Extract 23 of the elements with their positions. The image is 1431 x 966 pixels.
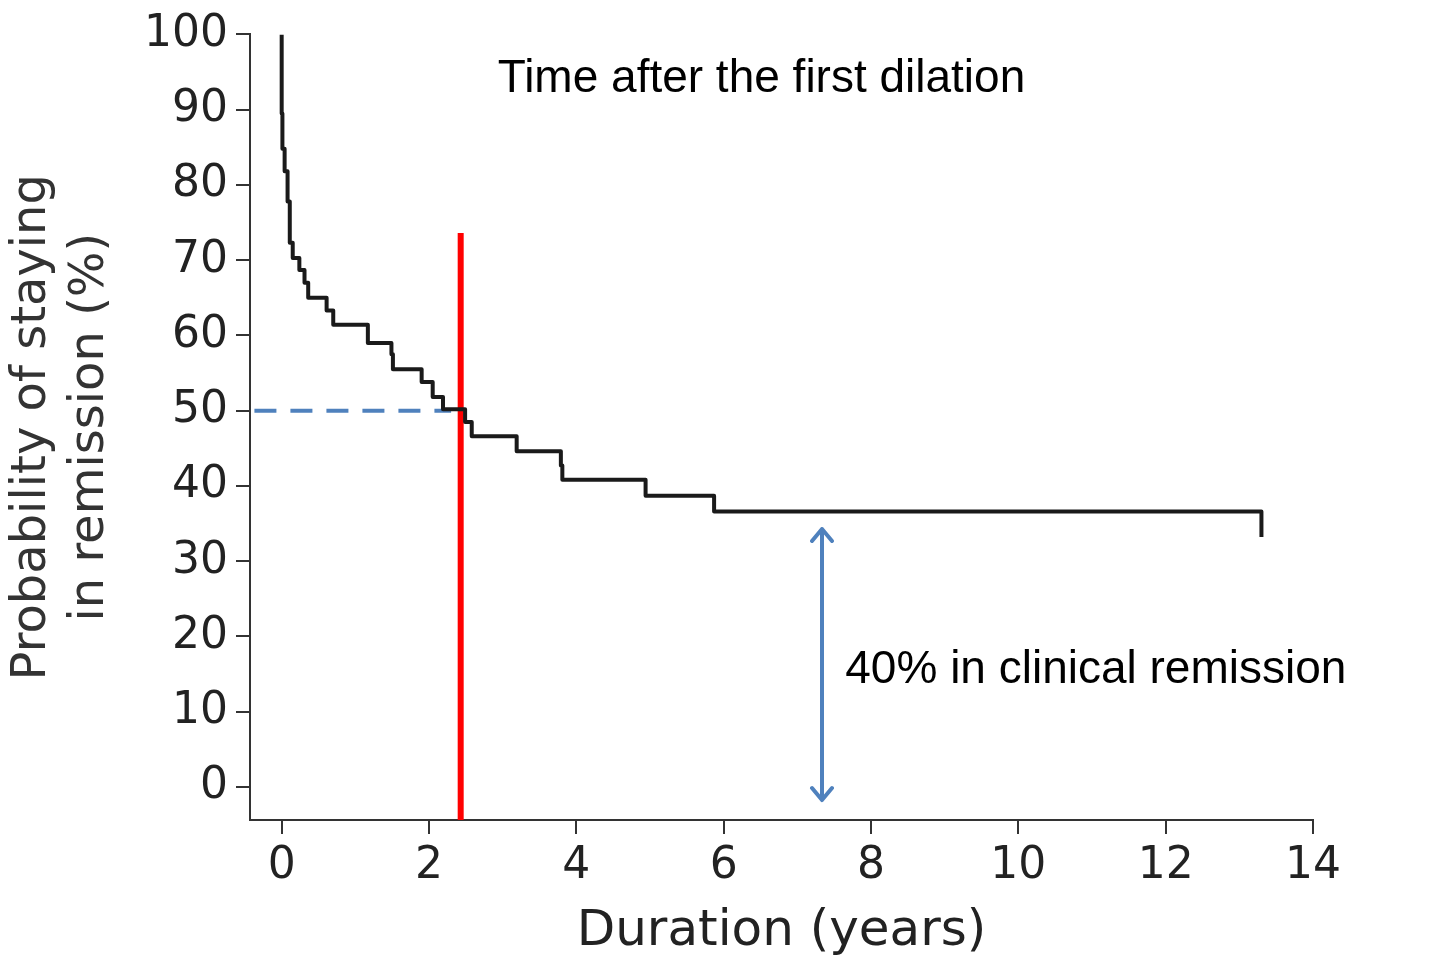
y-tick-label: 90 bbox=[172, 80, 228, 132]
y-tick-label: 20 bbox=[172, 606, 228, 658]
annotation: 40% in clinical remission bbox=[845, 641, 1347, 694]
y-tick-label: 80 bbox=[172, 155, 228, 207]
y-tick-label: 30 bbox=[172, 531, 228, 583]
y-tick-label: 50 bbox=[172, 381, 228, 433]
y-axis-title: Probability of staying in remission (%) bbox=[0, 174, 114, 681]
y-tick-label: 70 bbox=[172, 230, 228, 282]
y-tick-label: 100 bbox=[144, 4, 228, 56]
x-tick-label: 4 bbox=[562, 836, 591, 888]
y-tick-label: 40 bbox=[172, 456, 228, 508]
chart-title: Time after the first dilation bbox=[497, 50, 1026, 103]
x-tick-label: 8 bbox=[857, 836, 885, 888]
x-tick-label: 2 bbox=[415, 836, 444, 888]
x-tick-label: 14 bbox=[1285, 836, 1341, 888]
y-tick-label: 0 bbox=[200, 757, 228, 809]
x-axis-title: Duration (years) bbox=[576, 898, 987, 957]
x-tick-label: 0 bbox=[267, 836, 296, 888]
x-tick-label: 6 bbox=[709, 836, 738, 888]
y-tick-label: 60 bbox=[172, 305, 228, 357]
y-tick-label: 10 bbox=[172, 682, 228, 734]
x-tick-label: 10 bbox=[990, 836, 1047, 888]
x-tick-label: 12 bbox=[1137, 836, 1194, 888]
